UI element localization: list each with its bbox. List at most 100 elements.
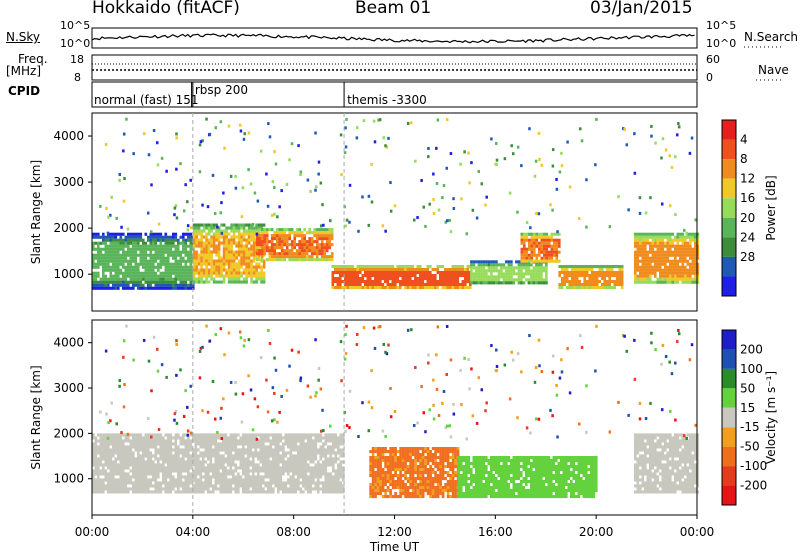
- echo-cell-7: [654, 262, 657, 266]
- echo-cell-0: [309, 481, 313, 485]
- echo-cell-6: [590, 271, 594, 275]
- echo-cell-0: [149, 463, 153, 467]
- echo-cell-4: [477, 281, 481, 285]
- echo-cell-0: [177, 274, 180, 278]
- echo-cell-0: [204, 478, 208, 482]
- echo-cell-0: [334, 457, 338, 461]
- echo-cell-0: [277, 448, 280, 452]
- echo-cell-0: [329, 445, 333, 449]
- echo-cell-0: [122, 472, 125, 476]
- echo-cell-0: [164, 256, 168, 260]
- echo-cell-0: [342, 472, 345, 476]
- echo-cell-4: [530, 281, 533, 285]
- echo-cell-4: [517, 278, 521, 282]
- echo-cell-0: [219, 457, 223, 461]
- echo-cell-4: [520, 266, 523, 270]
- echo-cell-0: [129, 454, 133, 458]
- echo-cell-0: [102, 466, 105, 470]
- echo-cell-5: [530, 244, 534, 248]
- echo-cell-0: [137, 265, 140, 269]
- echo-cell-0: [314, 472, 318, 476]
- echo-cell-0: [187, 283, 190, 287]
- echo-cell-0: [299, 472, 303, 476]
- echo-cell-3: [394, 277, 397, 281]
- echo-cell-2: [308, 231, 311, 235]
- echo-cell-0: [312, 472, 315, 476]
- echo-cell-1: [195, 226, 198, 230]
- echo-cell-0: [97, 280, 100, 284]
- echo-cell-7: [634, 268, 637, 272]
- echo-cell-1: [237, 268, 241, 272]
- echo-cell-6: [558, 271, 561, 275]
- echo-cell-1: [379, 486, 382, 490]
- echo-cell-0: [124, 241, 128, 245]
- echo-cell-1: [227, 253, 231, 257]
- echo-cell-0: [237, 442, 240, 446]
- echo-cell-3: [456, 280, 460, 284]
- echo-cell-2: [325, 237, 329, 241]
- echo-cell-1: [255, 247, 258, 251]
- echo-cell-0: [137, 469, 140, 473]
- echo-cell-2: [328, 237, 331, 241]
- echo-cell-6: [570, 280, 574, 284]
- echo-cell-0: [164, 466, 168, 470]
- echo-cell-0: [204, 451, 208, 455]
- echo-cell-7: [654, 253, 657, 257]
- echo-cell-6: [613, 271, 616, 275]
- echo-cell-7: [691, 271, 695, 275]
- echo-cell-0: [122, 259, 125, 263]
- echo-cell-1: [401, 459, 405, 463]
- echo-cell-1: [396, 450, 400, 454]
- echo-cell-7: [664, 277, 667, 281]
- echo-cell-1: [227, 244, 231, 248]
- echo-cell-1: [411, 486, 415, 490]
- echo-cell-3: [426, 265, 430, 269]
- echo-cell-7: [686, 274, 690, 278]
- echo-cell-0: [279, 484, 283, 488]
- echo-cell-0: [129, 433, 133, 437]
- echo-cell-1: [212, 259, 216, 263]
- echo-cell-2: [300, 258, 304, 262]
- echo-cell-1: [384, 459, 387, 463]
- echo-cell-0: [204, 487, 208, 491]
- echo-cell-1: [210, 241, 213, 245]
- echo-cell-0: [212, 454, 215, 458]
- echo-cell-2: [320, 246, 324, 250]
- echo-cell-0: [252, 445, 255, 449]
- echo-cell-0: [309, 490, 313, 494]
- echo-cell-0: [124, 244, 128, 248]
- echo-cell-0: [277, 475, 280, 479]
- echo-cell-6: [595, 280, 599, 284]
- echo-cell-0: [149, 235, 153, 239]
- echo-cell-1: [396, 495, 400, 499]
- echo-cell-0: [194, 451, 198, 455]
- echo-cell-1: [426, 474, 430, 478]
- echo-cell-1: [230, 253, 233, 257]
- echo-cell-0: [99, 436, 103, 440]
- echo-cell-0: [152, 247, 155, 251]
- echo-cell-0: [312, 433, 315, 437]
- echo-cell-0: [114, 448, 118, 452]
- echo-cell-3: [424, 274, 427, 278]
- echo-cell-3: [409, 271, 412, 275]
- echo-cell-0: [149, 466, 153, 470]
- echo-cell-0: [224, 448, 228, 452]
- echo-cell-0: [324, 457, 328, 461]
- echo-cell-4: [482, 275, 486, 279]
- echo-cell-0: [112, 481, 115, 485]
- echo-cell-0: [299, 448, 303, 452]
- echo-cell-4: [507, 278, 511, 282]
- echo-cell-1: [371, 453, 375, 457]
- echo-cell-0: [167, 451, 170, 455]
- echo-cell-3: [446, 271, 450, 275]
- echo-cell-0: [117, 280, 120, 284]
- echo-cell-1: [200, 265, 203, 269]
- echo-cell-0: [199, 460, 203, 464]
- echo-cell-4: [480, 281, 483, 285]
- echo-cell-0: [112, 475, 115, 479]
- echo-cell-2: [270, 255, 274, 259]
- echo-cell-0: [124, 481, 128, 485]
- echo-cell-5: [530, 253, 534, 257]
- echo-cell-7: [641, 265, 645, 269]
- echo-cell-2: [325, 231, 329, 235]
